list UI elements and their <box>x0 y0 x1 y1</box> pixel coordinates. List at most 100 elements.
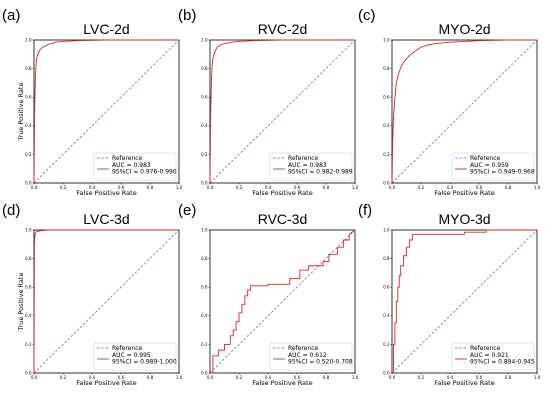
y-tick-label: 0.2 <box>201 152 208 157</box>
legend-reference-label: Reference <box>288 345 319 352</box>
legend-auc-text: AUC = 0.995 <box>112 352 151 359</box>
y-tick-label: 1.0 <box>383 227 390 232</box>
roc-curve <box>210 229 356 374</box>
y-tick-label: 0.8 <box>25 66 32 71</box>
panel-label: (d) <box>2 202 20 219</box>
x-tick-label: 0.4 <box>89 185 96 190</box>
x-tick-label: 0.2 <box>236 185 243 190</box>
x-tick-label: 0.2 <box>60 375 67 380</box>
y-tick-label: 0.2 <box>201 342 208 347</box>
legend-auc-text: AUC = 0.959 <box>470 162 509 169</box>
x-tick-label: 0.2 <box>418 375 425 380</box>
x-tick-label: 0.8 <box>505 185 512 190</box>
x-tick-label: 0.8 <box>147 185 154 190</box>
plot-frame <box>209 229 356 374</box>
x-tick-label: 0.0 <box>207 185 214 190</box>
y-tick-label: 1.0 <box>201 37 208 42</box>
x-tick-label: 0.0 <box>207 375 214 380</box>
panel-label: (e) <box>178 202 196 219</box>
legend-reference-label: Reference <box>470 155 501 162</box>
y-tick-label: 0.6 <box>383 95 390 100</box>
panel-label: (c) <box>358 7 376 24</box>
y-tick-label: 1.0 <box>201 227 208 232</box>
legend-ci-text: 95%CI = 0.520-0.708 <box>288 359 353 366</box>
panel-title: MYO-3d <box>438 211 490 227</box>
x-tick-label: 0.0 <box>389 185 396 190</box>
y-axis-label: True Positive Rate <box>17 273 25 332</box>
reference-line <box>209 39 356 184</box>
panel-title: MYO-2d <box>438 21 490 37</box>
x-tick-label: 0.4 <box>265 185 272 190</box>
y-tick-label: 0.0 <box>383 370 390 375</box>
y-tick-label: 1.0 <box>383 37 390 42</box>
x-tick-label: 0.2 <box>418 185 425 190</box>
legend-box <box>269 342 353 371</box>
x-tick-label: 0.4 <box>89 375 96 380</box>
y-tick-label: 1.0 <box>25 37 32 42</box>
legend-auc-text: AUC = 0.921 <box>470 352 509 359</box>
roc-curve <box>33 39 179 184</box>
panel-title: LVC-2d <box>83 21 129 37</box>
panel-title: RVC-2d <box>258 21 308 37</box>
y-tick-label: 0.6 <box>201 95 208 100</box>
panel-label: (f) <box>358 202 372 219</box>
x-tick-label: 0.6 <box>476 375 483 380</box>
reference-line <box>33 229 180 374</box>
x-tick-label: 1.0 <box>352 185 359 190</box>
y-tick-label: 0.8 <box>383 66 390 71</box>
legend-reference-label: Reference <box>470 345 501 352</box>
legend-ci-text: 95%CI = 0.989-1.000 <box>112 359 177 366</box>
y-tick-label: 0.4 <box>201 313 208 318</box>
y-tick-label: 0.4 <box>383 313 390 318</box>
x-axis-label: False Positive Rate <box>76 189 136 197</box>
legend-roc-label: AUC = 0.612 95%CI = 0.520-0.708 <box>288 352 353 366</box>
legend-ci-text: 95%CI = 0.982-0.989 <box>288 169 353 176</box>
panel-rvc-2d: (b) RVC-2d 0.0 0.2 0.4 0.6 0.8 1.0 0.0 0.2 0.4 0.6 0… <box>178 7 359 197</box>
y-tick-label: 0.8 <box>383 256 390 261</box>
x-tick-label: 0.6 <box>294 375 301 380</box>
x-tick-label: 0.8 <box>323 185 330 190</box>
x-tick-label: 1.0 <box>176 185 183 190</box>
legend-roc-label: AUC = 0.921 95%CI = 0.894-0.945 <box>470 352 535 366</box>
roc-curve <box>391 39 537 184</box>
panel-myo-3d: (f) MYO-3d 0.0 0.2 0.4 0.6 0.8 1.0 0.0 0.2 0.4 0.6 0… <box>358 202 541 387</box>
legend-auc-text: AUC = 0.983 <box>112 162 151 169</box>
reference-line <box>33 39 180 184</box>
x-axis-label: False Positive Rate <box>252 379 312 387</box>
legend-box <box>269 152 353 181</box>
x-tick-label: 0.6 <box>476 185 483 190</box>
panel-lvc-3d: (d) LVC-3d 0.0 0.2 0.4 0.6 0.8 1.0 0.0 0.2 0.4 0.6 0… <box>2 202 183 387</box>
legend-box <box>451 152 535 181</box>
panel-title: LVC-3d <box>83 211 129 227</box>
panel-rvc-3d: (e) RVC-3d 0.0 0.2 0.4 0.6 0.8 1.0 0.0 0.2 0.4 0.6 0… <box>178 202 359 387</box>
plot-frame <box>391 229 538 374</box>
legend-ci-text: 95%CI = 0.976-0.990 <box>112 169 177 176</box>
legend-reference-label: Reference <box>112 155 143 162</box>
x-tick-label: 1.0 <box>534 375 541 380</box>
x-tick-label: 0.6 <box>118 185 125 190</box>
panel-label: (a) <box>2 7 20 24</box>
panel-label: (b) <box>178 7 196 24</box>
legend-roc-label: AUC = 0.995 95%CI = 0.989-1.000 <box>112 352 177 366</box>
y-tick-label: 0.4 <box>25 313 32 318</box>
x-tick-label: 0.4 <box>447 375 454 380</box>
y-tick-label: 0.0 <box>201 180 208 185</box>
y-tick-label: 0.2 <box>383 152 390 157</box>
y-tick-label: 0.2 <box>25 342 32 347</box>
x-tick-label: 0.6 <box>118 375 125 380</box>
y-tick-label: 0.8 <box>201 66 208 71</box>
y-tick-label: 0.0 <box>383 180 390 185</box>
x-tick-label: 0.2 <box>60 185 67 190</box>
y-tick-label: 0.2 <box>25 152 32 157</box>
y-tick-label: 0.0 <box>25 370 32 375</box>
x-tick-label: 0.2 <box>236 375 243 380</box>
legend-roc-label: AUC = 0.959 95%CI = 0.949-0.968 <box>470 162 535 176</box>
y-tick-label: 0.0 <box>201 370 208 375</box>
